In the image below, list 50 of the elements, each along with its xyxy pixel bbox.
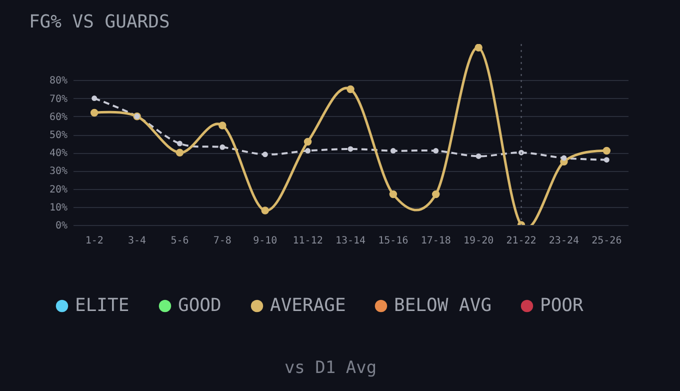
point [220,144,226,150]
y-tick-label: 70% [49,94,68,105]
x-tick-label: 15-16 [378,236,408,246]
x-tick-label: 23-24 [548,236,580,246]
x-tick-label: 3-4 [128,236,146,246]
y-tick-label: 10% [49,202,68,214]
y-tick-label: 80% [49,76,68,87]
y-tick-label: 20% [49,184,68,196]
point [346,85,354,94]
point [92,96,98,102]
point [561,155,567,161]
point [218,122,226,130]
point [261,206,269,214]
x-tick-label: 13-14 [335,236,366,246]
y-tick-label: 0% [55,220,68,232]
point [604,157,610,163]
y-tick-label: 30% [49,166,68,178]
point [262,152,268,158]
point [602,146,611,155]
point [474,44,482,52]
legend-label: ELITE [75,295,130,316]
x-tick-label: 11-12 [292,236,323,246]
x-tick-label: 9-10 [253,236,278,246]
x-tick-label: 17-18 [420,236,451,246]
point [176,140,182,146]
legend-label: AVERAGE [270,295,346,316]
legend-label: GOOD [178,295,222,316]
x-tick-label: 5-6 [170,236,189,246]
point [390,148,396,154]
point [432,190,440,198]
point [90,108,98,117]
point [476,153,482,159]
legend-label: POOR [540,295,584,316]
chart-title: FG% VS GUARDS [28,12,170,32]
point [305,148,311,154]
y-tick-label: 60% [49,112,68,123]
x-tick-label: 1-2 [85,236,104,246]
point [304,138,312,146]
x-tick-label: 7-8 [213,236,232,246]
point [348,146,354,152]
legend-label: BELOW AVG [394,295,492,316]
point [389,190,398,198]
x-tick-label: 21-22 [506,236,536,246]
point [176,148,184,156]
text: vs D1 Avg [284,358,377,378]
x-tick-label: 19-20 [464,236,494,246]
y-tick-label: 50% [49,130,68,141]
y-tick-label: 40% [49,148,68,160]
x-tick-label: 25-26 [592,236,622,246]
point [433,148,439,154]
